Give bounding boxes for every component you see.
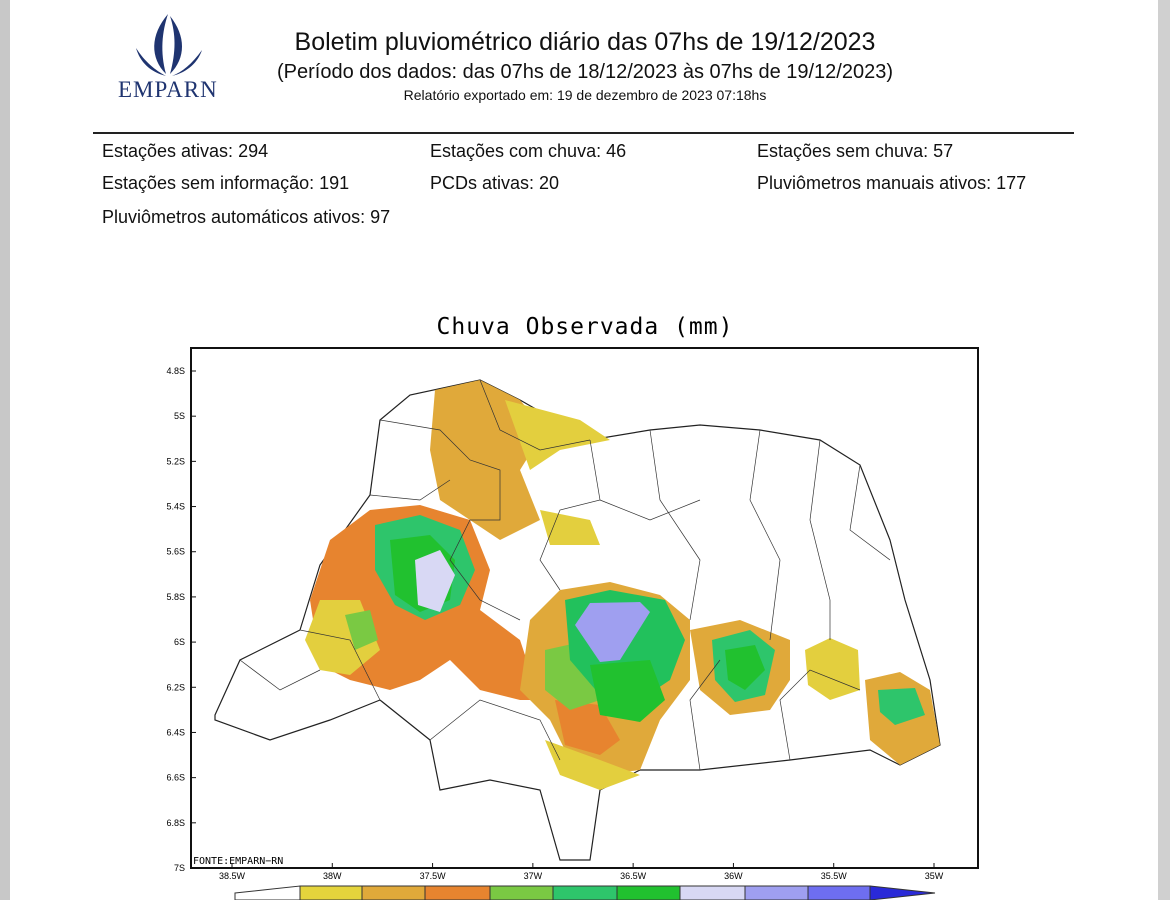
stat-value: 20 bbox=[539, 173, 560, 193]
lon-label: 36W bbox=[724, 871, 743, 881]
export-note: Relatório exportado em: 19 de dezembro d… bbox=[403, 87, 767, 103]
lat-label: 5.2S bbox=[166, 456, 185, 466]
stat-value: 57 bbox=[933, 141, 954, 161]
lon-label: 38.5W bbox=[219, 871, 246, 881]
lon-label: 37W bbox=[524, 871, 543, 881]
stat: Pluviômetros manuais ativos: 177 bbox=[757, 173, 1026, 194]
lat-label: 6.8S bbox=[166, 818, 185, 828]
stat-value: 97 bbox=[370, 207, 391, 227]
colorbar bbox=[234, 885, 936, 900]
lon-label: 35W bbox=[925, 871, 944, 881]
rain-areas bbox=[305, 380, 940, 790]
stat-label: Estações ativas: bbox=[102, 141, 234, 161]
stat: PCDs ativas: 20 bbox=[430, 173, 559, 194]
lat-label: 5.8S bbox=[166, 592, 185, 602]
stat: Estações ativas: 294 bbox=[102, 141, 268, 162]
stat-label: Estações com chuva: bbox=[430, 141, 602, 161]
stat: Estações com chuva: 46 bbox=[430, 141, 626, 162]
stat-label: Pluviômetros manuais ativos: bbox=[757, 173, 992, 193]
title: Boletim pluviométrico diário das 07hs de… bbox=[294, 28, 876, 56]
stat: Estações sem informação: 191 bbox=[102, 173, 349, 194]
stat: Estações sem chuva: 57 bbox=[757, 141, 953, 162]
lon-label: 36.5W bbox=[620, 871, 647, 881]
lon-label: 35.5W bbox=[821, 871, 848, 881]
stat-label: Pluviômetros automáticos ativos: bbox=[102, 207, 366, 227]
lat-label: 5.6S bbox=[166, 547, 185, 557]
stat-value: 46 bbox=[606, 141, 627, 161]
lat-label: 6.2S bbox=[166, 682, 185, 692]
lat-label: 6S bbox=[174, 637, 185, 647]
divider bbox=[93, 132, 1074, 134]
municipal-borders bbox=[239, 379, 891, 771]
stat-label: Estações sem informação: bbox=[102, 173, 315, 193]
lat-label: 6.4S bbox=[166, 727, 185, 737]
stat-label: Estações sem chuva: bbox=[757, 141, 929, 161]
lat-label: 4.8S bbox=[166, 366, 185, 376]
map-ticks: 4.8S 5S 5.2S 5.4S 5.6S 5.8S 6S 6.2S 6.4S 6.6S 6.8S… bbox=[166, 366, 943, 881]
lat-label: 5S bbox=[174, 411, 185, 421]
lat-label: 5.4S bbox=[166, 502, 185, 512]
subtitle: (Período dos dados: das 07hs de 18/12/20… bbox=[276, 61, 894, 83]
lon-label: 38W bbox=[323, 871, 342, 881]
stat-value: 294 bbox=[238, 141, 269, 161]
stat-value: 191 bbox=[319, 173, 350, 193]
stat-label: PCDs ativas: bbox=[430, 173, 535, 193]
stat: Pluviômetros automáticos ativos: 97 bbox=[102, 207, 390, 228]
logo-text: EMPARN bbox=[118, 77, 218, 102]
page-edge bbox=[1158, 0, 1170, 900]
map-source: FONTE:EMPARN−RN bbox=[193, 856, 283, 867]
page-edge bbox=[0, 0, 10, 900]
stat-value: 177 bbox=[996, 173, 1027, 193]
lon-label: 37.5W bbox=[420, 871, 447, 881]
logo-icon bbox=[136, 14, 202, 76]
lat-label: 7S bbox=[174, 863, 185, 873]
map-title: Chuva Observada (mm) bbox=[437, 314, 734, 340]
lat-label: 6.6S bbox=[166, 773, 185, 783]
